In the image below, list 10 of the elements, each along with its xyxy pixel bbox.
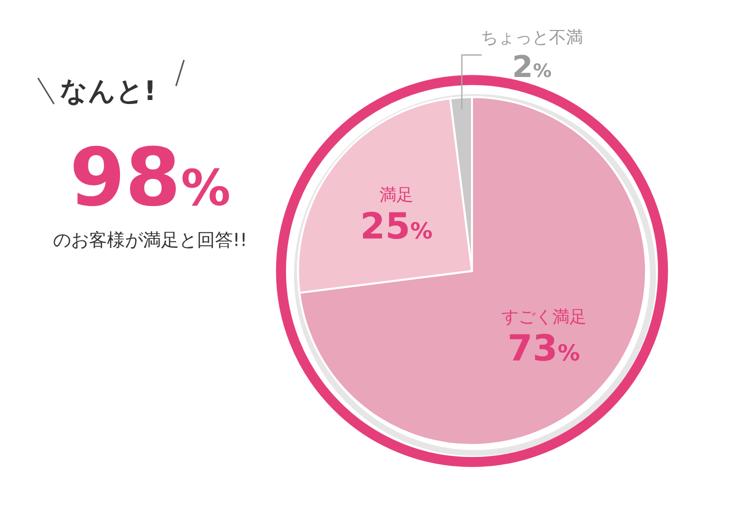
- data-label: 2%: [512, 50, 552, 85]
- slice-label: 満足: [379, 185, 414, 206]
- text: のお客様が満足と回答!!: [52, 230, 248, 251]
- slice-label: ちょっと不満: [480, 28, 583, 48]
- pie-slice: [298, 96, 647, 446]
- text: 98%: [69, 131, 231, 224]
- data-label: 73%: [508, 328, 580, 370]
- text: なんと!: [60, 76, 156, 107]
- slice-label: すごく満足: [501, 307, 586, 328]
- data-label: 25%: [360, 206, 433, 248]
